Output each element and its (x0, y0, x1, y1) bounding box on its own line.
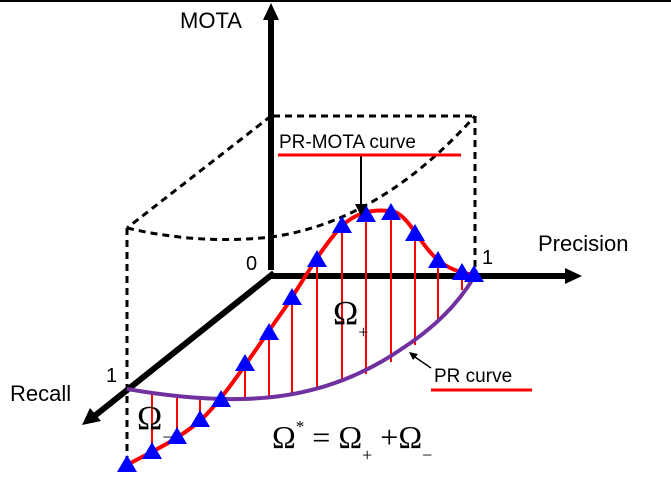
origin-tick: 0 (246, 253, 258, 275)
triangle-marker-icon (464, 265, 484, 282)
precision-one-tick: 1 (482, 247, 494, 269)
recall-axis (90, 270, 276, 421)
precision-arrowhead (565, 268, 582, 284)
omega-minus-label: Ω− (137, 400, 173, 447)
triangle-marker-icon (142, 442, 162, 459)
dashed-front-curve (126, 114, 477, 242)
mota-axis-label: MOTA (180, 8, 242, 33)
pr-mota-callout-arrowhead (355, 204, 367, 216)
pr-curve (126, 275, 476, 402)
top-border-line (0, 0, 671, 2)
triangle-marker-icon (405, 224, 425, 241)
triangle-marker-icon (211, 390, 231, 407)
triangle-marker-icon (452, 263, 472, 280)
precision-axis-label: Precision (538, 231, 629, 256)
pr-mota-curve-label: PR-MOTA curve (279, 132, 416, 153)
area-formula: Ω* = Ω+ +Ω− (272, 417, 433, 466)
dashed-bounding-box (125, 114, 477, 465)
recall-axis-label: Recall (10, 381, 72, 406)
triangle-marker-icon (307, 250, 327, 267)
triangle-marker-icon (117, 455, 137, 472)
triangle-marker-icon (190, 410, 210, 427)
dashed-left-diagonal (126, 114, 272, 230)
triangle-marker-icon (332, 216, 352, 233)
triangle-marker-icon (356, 205, 376, 222)
omega-plus-label: Ω+ (333, 295, 369, 342)
pr-curve-label: PR curve (434, 366, 513, 387)
mota-arrowhead (263, 3, 279, 20)
triangle-marker-icon (381, 203, 401, 220)
triangle-marker-icon (259, 323, 279, 340)
recall-one-tick: 1 (106, 365, 118, 387)
triangle-marker-icon (235, 354, 255, 371)
triangle-marker-icon (167, 427, 187, 444)
triangle-marker-icon (282, 288, 302, 305)
pr-callout-arrowhead (409, 352, 418, 360)
triangle-marker-icon (428, 251, 448, 268)
recall-arrowhead (82, 408, 101, 425)
curve-markers (117, 203, 484, 472)
axes (82, 3, 582, 425)
